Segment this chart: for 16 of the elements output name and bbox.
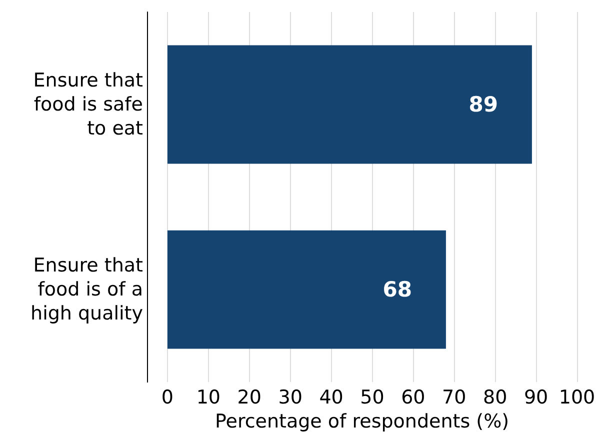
x-tick-label: 60 xyxy=(401,386,426,409)
x-tick-label: 80 xyxy=(483,386,508,409)
x-tick-label: 20 xyxy=(237,386,262,409)
x-tick-label: 100 xyxy=(558,386,596,409)
x-tick-label: 50 xyxy=(360,386,384,409)
data-label: 89 xyxy=(468,92,498,117)
x-tick-label: 40 xyxy=(319,386,344,409)
x-tick-label: 90 xyxy=(524,386,548,409)
x-tick-label: 0 xyxy=(161,386,174,409)
x-axis-title: Percentage of respondents (%) xyxy=(214,410,510,432)
x-tick-label: 30 xyxy=(278,386,302,409)
x-tick-label: 70 xyxy=(442,386,466,409)
y-tick-label: Ensure that food is safe to eat xyxy=(33,70,143,140)
x-tick-label: 10 xyxy=(196,386,221,409)
y-tick-label: Ensure that food is of a high quality xyxy=(30,254,143,325)
data-label: 68 xyxy=(382,278,412,302)
